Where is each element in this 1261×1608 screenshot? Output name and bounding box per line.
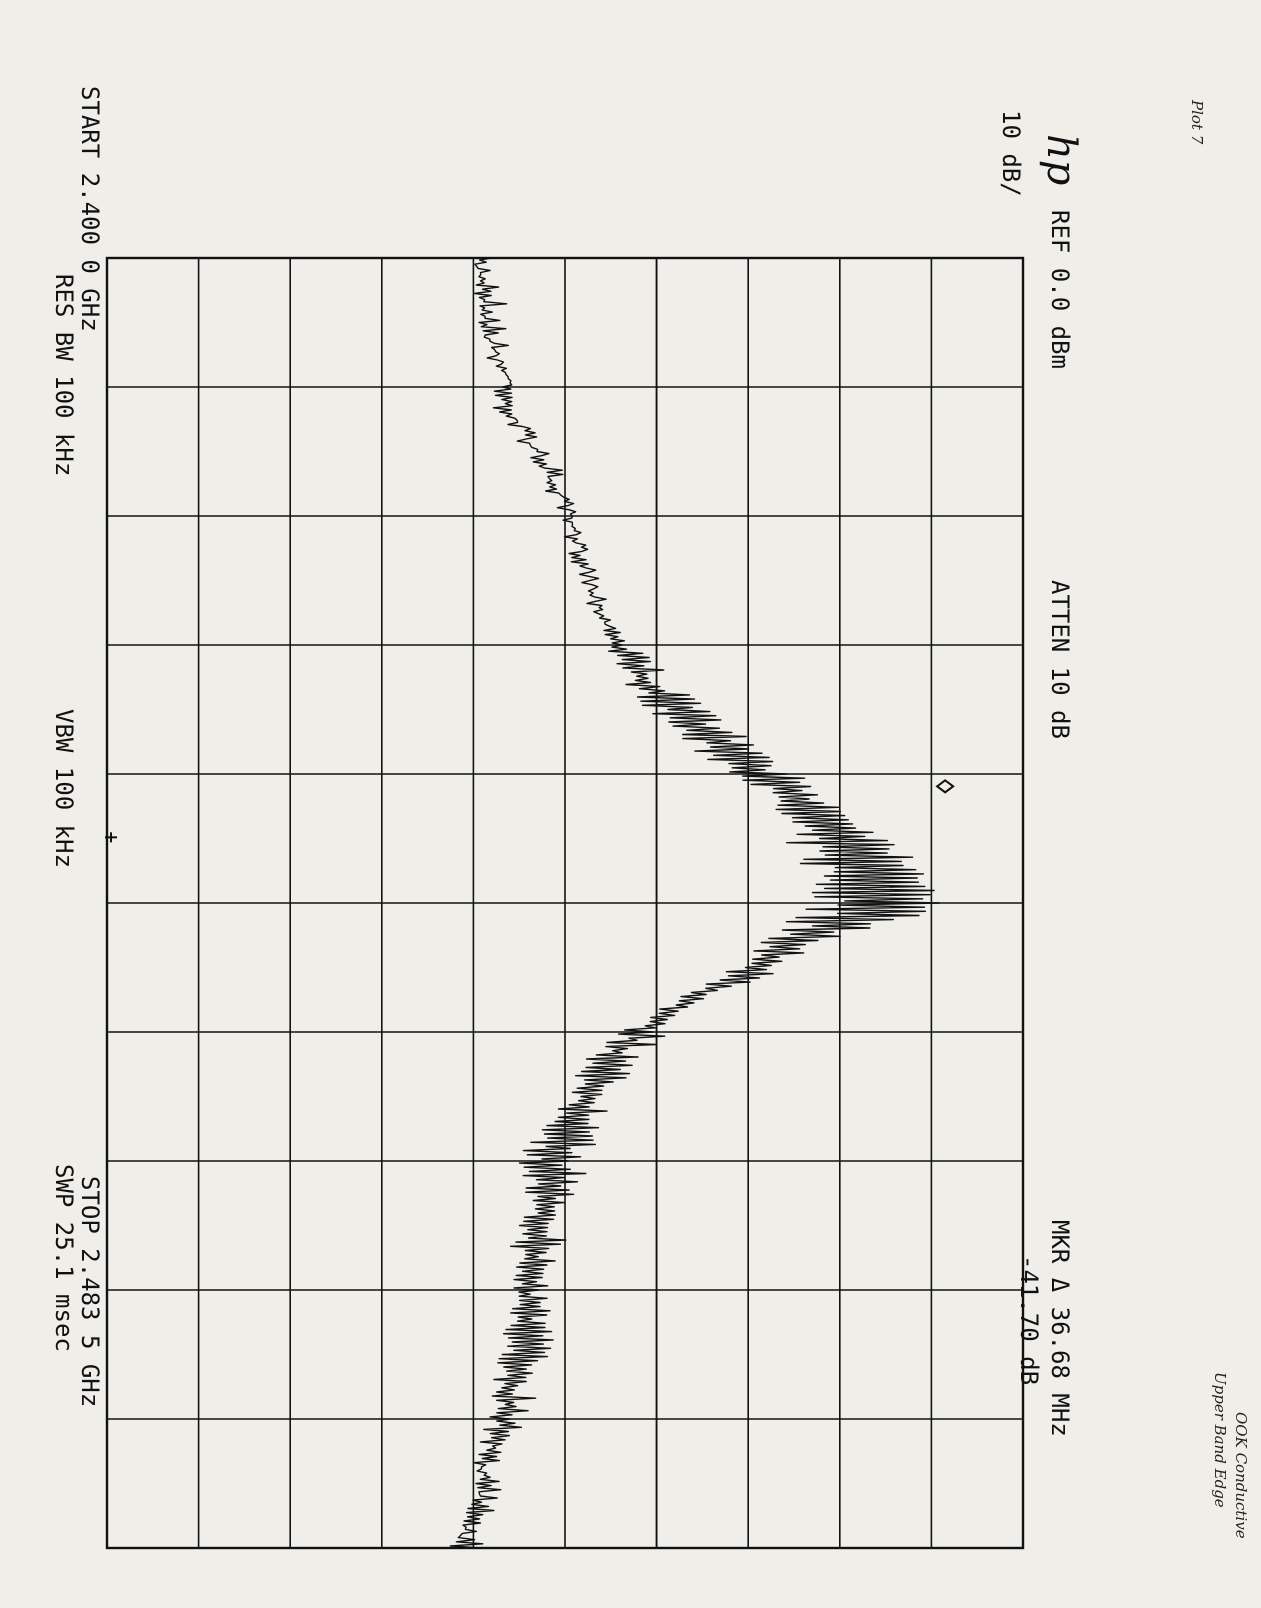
- graticule: [105, 256, 1025, 1550]
- vbw-label: VBW 100 kHz: [50, 709, 78, 868]
- start-freq-label: START 2.400 0 GHz: [76, 86, 104, 332]
- spectrum-trace: [449, 257, 940, 1549]
- attenuation-label: ATTEN 10 dB: [1046, 580, 1074, 739]
- ref-level-label: REF 0.0 dBm: [1046, 210, 1074, 369]
- marker-delta-label: MKR Δ 36.68 MHz: [1046, 1220, 1074, 1437]
- scale-label: 10 dB/: [997, 110, 1025, 197]
- peak-marker: [935, 779, 955, 794]
- stop-freq-label: STOP 2.483 5 GHz: [76, 1176, 104, 1407]
- caption-line-1: OOK Conductive: [1232, 1412, 1250, 1539]
- res-bw-label: RES BW 100 kHz: [50, 274, 78, 476]
- caption-line-2: Upper Band Edge: [1211, 1372, 1229, 1508]
- trace-line: [449, 257, 940, 1549]
- marker-level-label: -41.70 dB: [1015, 1255, 1043, 1385]
- markers: [105, 779, 955, 843]
- svg-text:hp: hp: [1038, 134, 1084, 185]
- hp-logo: hp: [1038, 134, 1084, 185]
- plot-tag: Plot 7: [1188, 99, 1206, 145]
- sweep-time-label: SWP 25.1 msec: [50, 1164, 78, 1352]
